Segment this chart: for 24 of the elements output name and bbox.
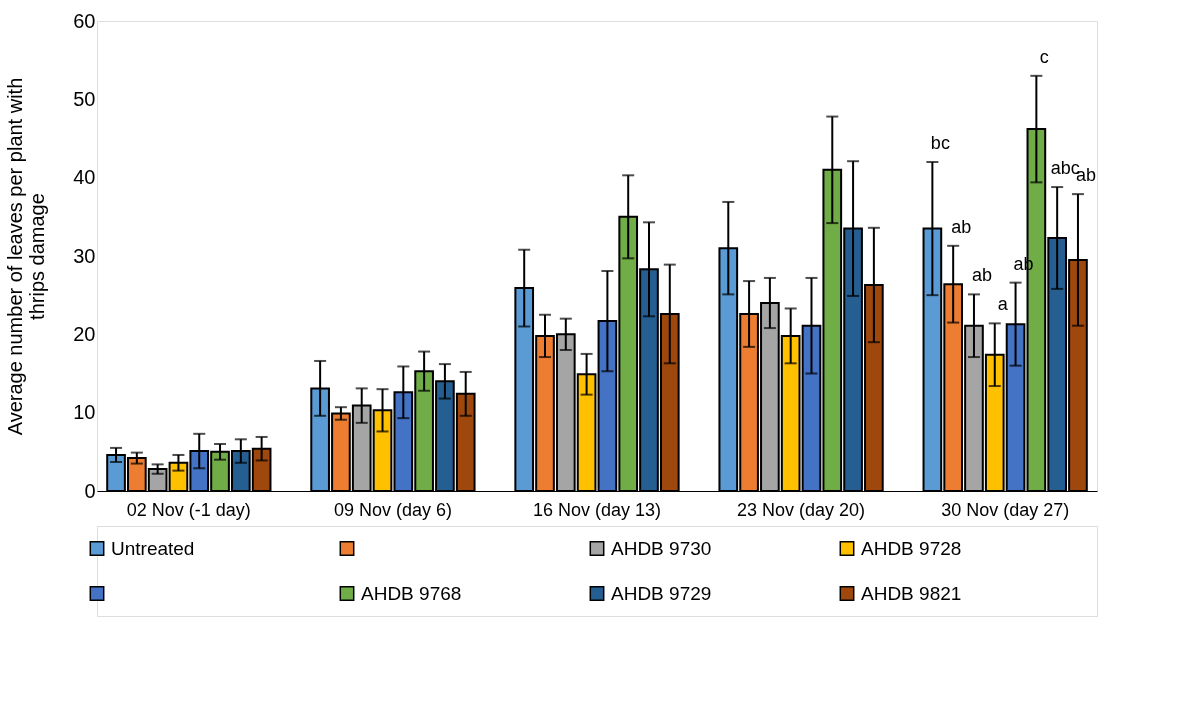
y-tick-label: 20 [73,322,96,345]
annotation: ab [971,265,992,286]
y-tick-label: 40 [73,166,96,189]
legend-label: AHDB 9728 [861,537,962,559]
x-tick-label: 16 Nov (day 13) [532,499,662,520]
annotation: ab [951,216,972,237]
legend-label: AHDB 9821 [861,582,962,604]
x-tick-label: 23 Nov (day 20) [737,499,866,520]
y-tick-label: 10 [73,401,96,424]
x-tick-label: 30 Nov (day 27) [941,499,1070,520]
legend-label: AHDB 9730 [611,537,712,559]
annotation: a [997,294,1009,315]
y-axis-title: Average number of leaves per plant with thrips damage [4,77,49,436]
x-tick-label: 09 Nov (day 6) [333,499,452,520]
y-tick-label: 30 [73,244,96,267]
y-tick-label: 50 [73,87,96,110]
annotation: bc [930,133,950,153]
legend-label: AHDB 9729 [611,582,712,604]
x-tick-label: 02 Nov (-1 day) [126,499,251,520]
legend-label: Untreated [111,537,195,559]
y-tick-label: 0 [84,479,96,502]
y-tick-label: 60 [73,9,96,32]
annotation: c [1039,46,1049,67]
legend-label: AHDB 9768 [361,582,462,604]
